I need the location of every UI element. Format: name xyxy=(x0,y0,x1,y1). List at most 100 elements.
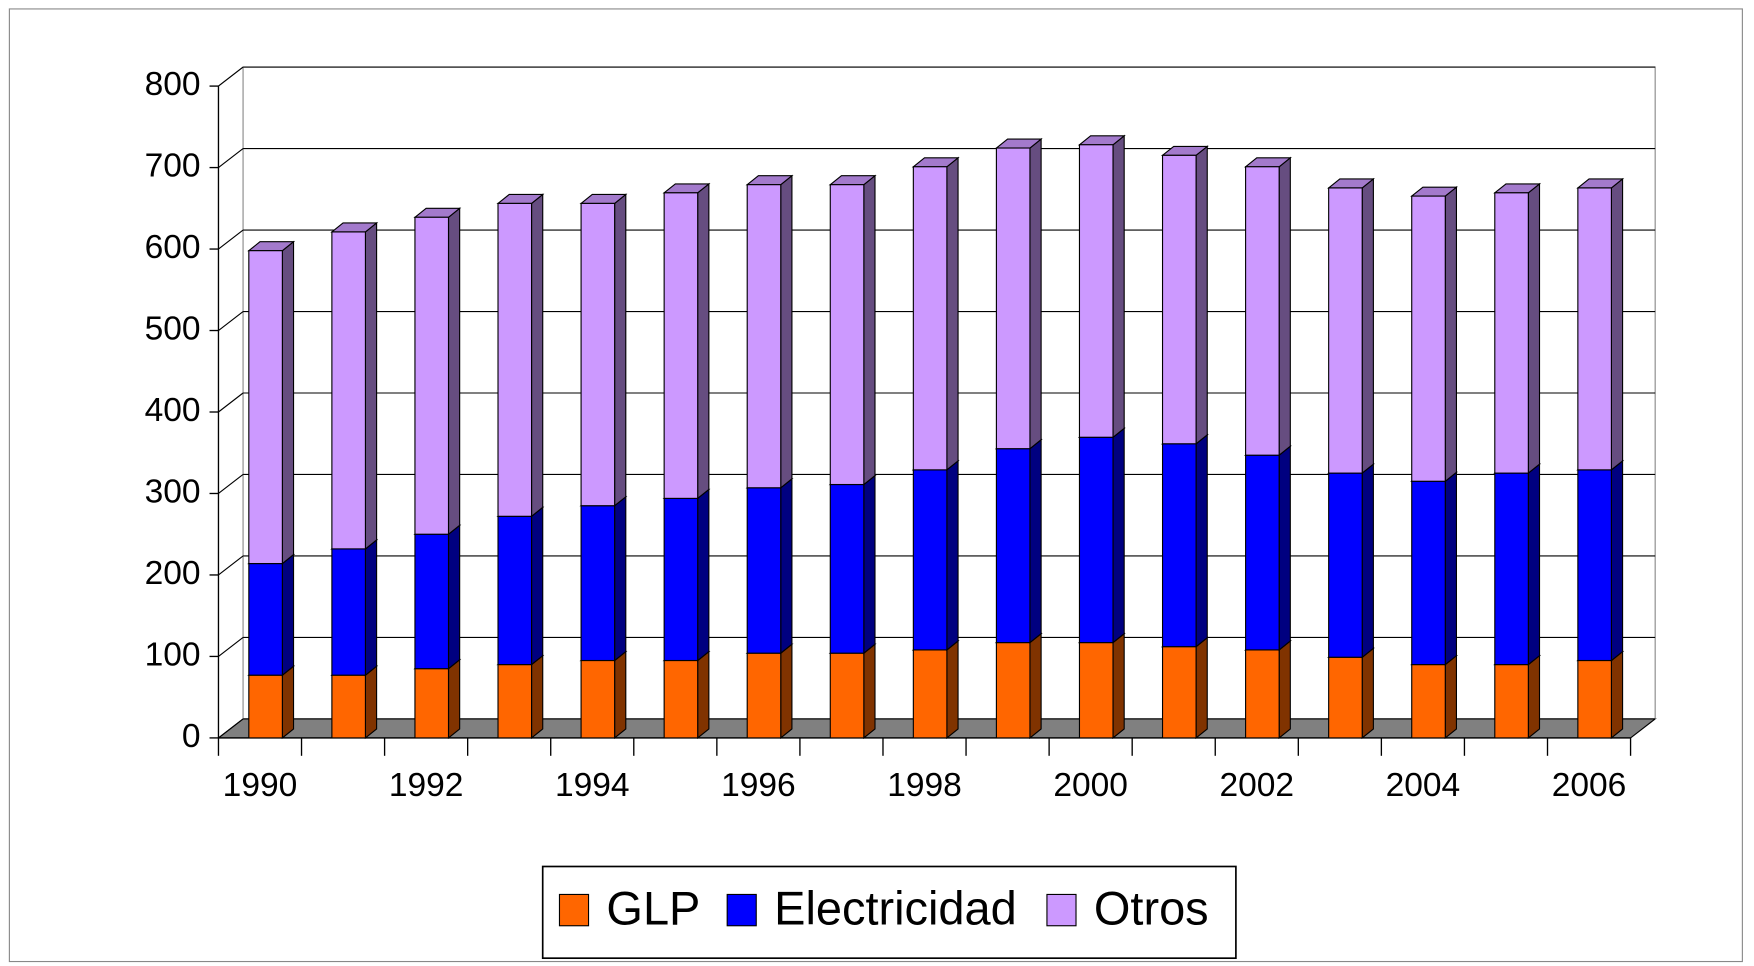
x-tick-label: 1996 xyxy=(721,767,796,804)
grid-line-depth xyxy=(218,311,244,331)
grid-line-depth xyxy=(218,474,244,494)
legend-label: Electricidad xyxy=(774,882,1017,935)
y-tick-label: 0 xyxy=(182,718,201,755)
bar xyxy=(331,674,366,739)
bar xyxy=(746,184,782,489)
bar-side xyxy=(447,524,461,670)
bar xyxy=(1577,187,1612,471)
bar xyxy=(414,533,450,670)
bar xyxy=(1161,646,1197,739)
bar xyxy=(1078,144,1114,438)
bar xyxy=(497,515,533,666)
bar-side xyxy=(1527,463,1541,666)
bar-side xyxy=(281,240,295,565)
bar-side xyxy=(447,658,461,740)
bar xyxy=(1245,649,1280,739)
bar-side xyxy=(364,538,378,677)
grid-line-depth xyxy=(218,229,244,250)
grid-line-depth xyxy=(218,148,244,169)
bar-side xyxy=(1610,650,1624,740)
grid-line-depth xyxy=(218,392,244,413)
bar xyxy=(663,192,699,499)
bar xyxy=(331,231,366,550)
bar-side xyxy=(1361,177,1374,475)
bar xyxy=(331,548,366,676)
bar xyxy=(1328,187,1363,474)
bar xyxy=(248,674,283,739)
bar-side xyxy=(1029,137,1042,450)
bar-side xyxy=(447,207,461,536)
bar xyxy=(829,483,865,654)
bar xyxy=(248,562,283,676)
legend-swatch xyxy=(726,893,757,927)
bar xyxy=(497,202,533,517)
bar-side xyxy=(364,221,378,551)
x-tick-label: 2002 xyxy=(1219,767,1294,804)
bar-side xyxy=(281,665,295,740)
bar-side xyxy=(1444,185,1458,483)
bar-side xyxy=(1112,427,1125,644)
x-tick-label: 2000 xyxy=(1053,767,1128,804)
bar xyxy=(746,487,782,654)
bar xyxy=(663,659,699,739)
bar-side xyxy=(614,193,627,507)
bar-side xyxy=(1112,134,1125,439)
x-tick-label: 1990 xyxy=(223,767,298,804)
grid-line-depth xyxy=(218,66,244,87)
bar-side xyxy=(946,639,959,740)
bar-side xyxy=(946,459,959,652)
bar xyxy=(1328,656,1363,739)
bar-side xyxy=(530,506,544,666)
y-tick-label: 800 xyxy=(145,66,201,103)
x-tick-label: 2006 xyxy=(1552,767,1627,804)
bar xyxy=(1161,154,1197,445)
bar xyxy=(1577,469,1612,662)
bar-side xyxy=(1361,463,1374,659)
bar-side xyxy=(780,477,793,655)
bar-side xyxy=(1361,647,1374,740)
bar xyxy=(414,668,450,739)
bar-side xyxy=(1195,145,1208,445)
y-tick-label: 300 xyxy=(145,473,201,510)
bar xyxy=(580,659,616,739)
bar xyxy=(1577,659,1612,739)
bar-side xyxy=(614,495,627,662)
bar-side xyxy=(1444,654,1458,740)
bar-side xyxy=(1527,182,1541,475)
bar xyxy=(995,147,1031,450)
bar-side xyxy=(1610,177,1624,472)
bar xyxy=(1328,472,1363,658)
bar-side xyxy=(281,553,295,677)
y-tick-label: 100 xyxy=(145,636,201,673)
x-tick-label: 1994 xyxy=(555,767,630,804)
bar xyxy=(829,184,865,486)
y-tick-label: 600 xyxy=(145,229,201,266)
bar xyxy=(912,469,948,651)
legend-label: GLP xyxy=(606,882,700,935)
y-tick-label: 700 xyxy=(145,147,201,184)
bar xyxy=(912,649,948,739)
bar-side xyxy=(530,193,544,518)
bar-side xyxy=(946,156,959,472)
bar-side xyxy=(697,488,710,662)
bar-side xyxy=(364,665,378,740)
bar xyxy=(912,166,948,471)
x-tick-label: 1998 xyxy=(887,767,962,804)
bar-side xyxy=(1278,639,1291,740)
bar xyxy=(1078,436,1114,644)
bar xyxy=(746,652,782,739)
bar-side xyxy=(1112,632,1125,740)
y-tick-label: 500 xyxy=(145,310,201,347)
y-tick-label: 200 xyxy=(145,555,201,592)
bar-side xyxy=(530,654,544,740)
grid-line-depth xyxy=(218,636,244,657)
bar-side xyxy=(1527,654,1541,740)
grid-line-depth xyxy=(218,555,244,576)
bar xyxy=(580,202,616,507)
bar xyxy=(1411,480,1446,666)
bar-side xyxy=(1278,156,1291,457)
bar xyxy=(248,250,283,565)
legend-swatch xyxy=(1046,893,1077,927)
bar xyxy=(580,505,616,662)
bar-side xyxy=(863,643,876,740)
